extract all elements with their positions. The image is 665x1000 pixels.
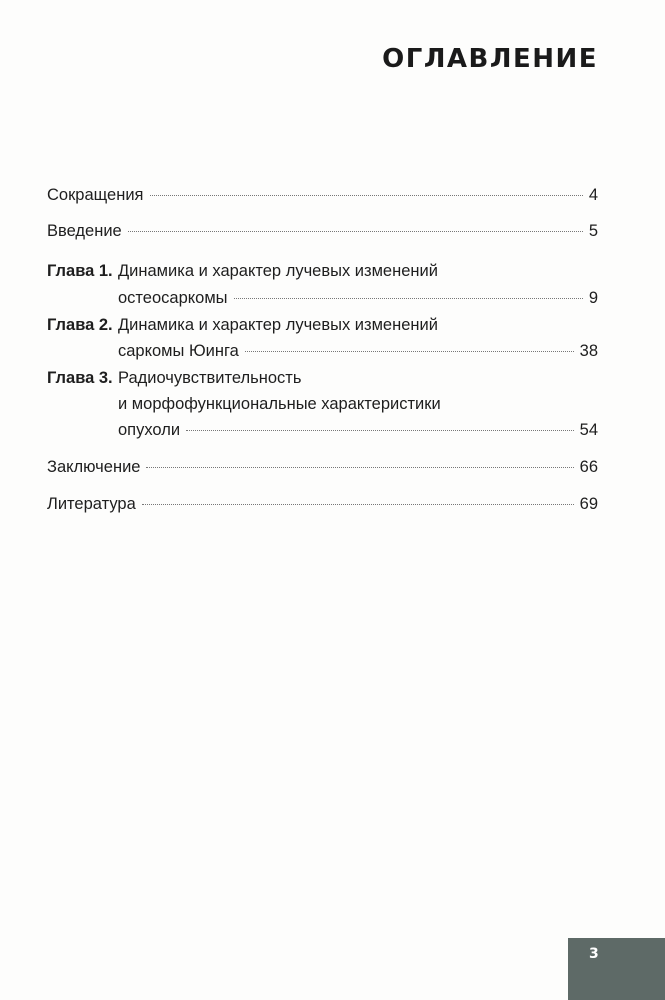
dot-leader: [233, 298, 583, 299]
dot-leader: [244, 351, 574, 352]
chapter-label: Глава 1.: [47, 262, 113, 280]
toc-entry-chapter-2[interactable]: саркомы Юинга 38: [118, 338, 598, 364]
toc-page-number: 38: [579, 342, 598, 360]
chapter-title-line: саркомы Юинга: [118, 342, 239, 360]
toc-entry-abbreviations[interactable]: Сокращения 4: [47, 182, 598, 208]
toc-entry-text: Литература: [47, 495, 136, 513]
toc-entry-conclusion[interactable]: Заключение 66: [47, 454, 598, 480]
toc-entry-introduction[interactable]: Введение 5: [47, 218, 598, 244]
toc-page-number: 69: [579, 495, 598, 513]
toc-entry-text: Введение: [47, 222, 122, 240]
chapter-title-line: остеосаркомы: [118, 289, 228, 307]
dot-leader: [141, 504, 574, 505]
page-number-tab: 3: [568, 938, 665, 1000]
dot-leader: [146, 467, 574, 468]
toc-entry-chapter-1[interactable]: остеосаркомы 9: [118, 285, 598, 311]
toc-page-number: 54: [579, 421, 598, 439]
toc-entry-text: Динамика и характер лучевых изменений: [118, 312, 598, 338]
toc-entry-text: Динамика и характер лучевых изменений: [118, 258, 598, 284]
page-title: ОГЛАВЛЕНИЕ: [382, 44, 598, 74]
toc-page-number: 4: [588, 186, 598, 204]
chapter-label: Глава 2.: [47, 316, 113, 334]
toc-entry-literature[interactable]: Литература 69: [47, 491, 598, 517]
toc-entry-text: и морфофункциональные характеристики: [118, 391, 598, 417]
toc-page-number: 9: [588, 289, 598, 307]
dot-leader: [127, 231, 583, 232]
chapter-title-line: и морфофункциональные характеристики: [118, 395, 441, 413]
toc-entry-text: Радиочувствительность: [118, 365, 598, 391]
page-number: 3: [589, 946, 599, 962]
dot-leader: [149, 195, 583, 196]
toc-entry-chapter-3[interactable]: опухоли 54: [118, 417, 598, 443]
toc-page-number: 5: [588, 222, 598, 240]
chapter-title-line: Радиочувствительность: [118, 369, 302, 387]
dot-leader: [186, 430, 574, 431]
chapter-title-line: Динамика и характер лучевых изменений: [118, 316, 438, 334]
toc-entry-text: Заключение: [47, 458, 141, 476]
toc-entry-text: Сокращения: [47, 186, 144, 204]
toc-page-number: 66: [579, 458, 598, 476]
chapter-title-line: опухоли: [118, 421, 181, 439]
chapter-title-line: Динамика и характер лучевых изменений: [118, 262, 438, 280]
chapter-label: Глава 3.: [47, 369, 113, 387]
